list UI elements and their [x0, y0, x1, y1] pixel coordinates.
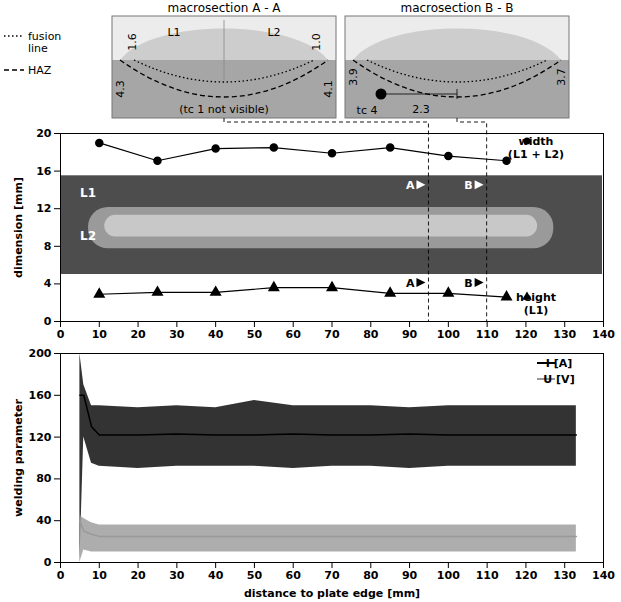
svg-text:70: 70 — [324, 328, 340, 341]
svg-text:4.1: 4.1 — [322, 80, 335, 98]
svg-text:L1: L1 — [80, 186, 96, 200]
svg-text:4.3: 4.3 — [114, 80, 127, 98]
svg-text:1.6: 1.6 — [126, 33, 139, 51]
svg-text:10: 10 — [92, 328, 108, 341]
svg-text:0: 0 — [57, 328, 65, 341]
svg-text:60: 60 — [286, 328, 302, 341]
svg-text:dimension [mm]: dimension [mm] — [12, 177, 25, 278]
svg-text:100: 100 — [437, 569, 460, 582]
svg-text:L2: L2 — [80, 229, 96, 243]
svg-text:80: 80 — [36, 472, 52, 485]
svg-text:0: 0 — [57, 569, 65, 582]
svg-text:2.3: 2.3 — [412, 103, 430, 116]
svg-text:fusion: fusion — [28, 30, 62, 43]
svg-text:110: 110 — [476, 569, 499, 582]
svg-text:B: B — [464, 179, 472, 192]
svg-text:120: 120 — [514, 569, 537, 582]
svg-text:40: 40 — [208, 328, 224, 341]
svg-text:distance to plate edge [mm]: distance to plate edge [mm] — [244, 587, 420, 600]
svg-text:80: 80 — [363, 569, 379, 582]
svg-text:A: A — [406, 277, 415, 290]
svg-text:70: 70 — [324, 569, 340, 582]
svg-text:0: 0 — [44, 556, 52, 569]
svg-text:4: 4 — [44, 277, 52, 290]
svg-text:130: 130 — [553, 569, 576, 582]
svg-text:10: 10 — [92, 569, 108, 582]
svg-text:40: 40 — [36, 514, 52, 527]
svg-text:100: 100 — [437, 328, 460, 341]
svg-text:160: 160 — [29, 389, 52, 402]
svg-text:L2: L2 — [267, 26, 280, 39]
svg-text:120: 120 — [514, 328, 537, 341]
svg-text:(L1): (L1) — [524, 304, 549, 317]
svg-text:HAZ: HAZ — [28, 64, 52, 77]
svg-text:110: 110 — [476, 328, 499, 341]
svg-text:1.0: 1.0 — [310, 33, 323, 51]
svg-text:120: 120 — [29, 431, 52, 444]
svg-text:(L1 + L2): (L1 + L2) — [508, 148, 564, 161]
svg-text:8: 8 — [44, 240, 52, 253]
svg-text:90: 90 — [402, 328, 418, 341]
svg-text:60: 60 — [286, 569, 302, 582]
svg-text:140: 140 — [592, 569, 615, 582]
svg-text:(tc 1 not visible): (tc 1 not visible) — [179, 103, 269, 116]
svg-text:macrosection A - A: macrosection A - A — [167, 1, 281, 15]
svg-text:90: 90 — [402, 569, 418, 582]
svg-text:30: 30 — [169, 569, 185, 582]
svg-text:A: A — [406, 179, 415, 192]
svg-text:3.7: 3.7 — [555, 68, 568, 86]
svg-text:30: 30 — [169, 328, 185, 341]
svg-text:40: 40 — [208, 569, 224, 582]
svg-text:height: height — [516, 291, 556, 304]
svg-text:140: 140 — [592, 328, 615, 341]
svg-text:0: 0 — [44, 315, 52, 328]
svg-text:line: line — [28, 42, 48, 55]
svg-text:20: 20 — [130, 569, 146, 582]
svg-text:tc 4: tc 4 — [357, 104, 378, 117]
svg-text:width: width — [519, 135, 554, 148]
svg-text:3.9: 3.9 — [347, 68, 360, 86]
svg-text:welding parameter: welding parameter — [12, 399, 25, 517]
svg-text:20: 20 — [36, 127, 52, 140]
svg-text:50: 50 — [247, 328, 263, 341]
svg-text:B: B — [464, 277, 472, 290]
svg-text:macrosection B - B: macrosection B - B — [400, 1, 513, 15]
svg-text:20: 20 — [130, 328, 146, 341]
svg-text:130: 130 — [553, 328, 576, 341]
svg-text:12: 12 — [36, 202, 51, 215]
svg-text:16: 16 — [36, 165, 52, 178]
svg-text:200: 200 — [29, 347, 52, 360]
svg-text:I [A]: I [A] — [546, 357, 573, 370]
svg-text:U [V]: U [V] — [543, 373, 574, 386]
svg-text:L1: L1 — [167, 26, 180, 39]
svg-text:80: 80 — [363, 328, 379, 341]
svg-text:50: 50 — [247, 569, 263, 582]
